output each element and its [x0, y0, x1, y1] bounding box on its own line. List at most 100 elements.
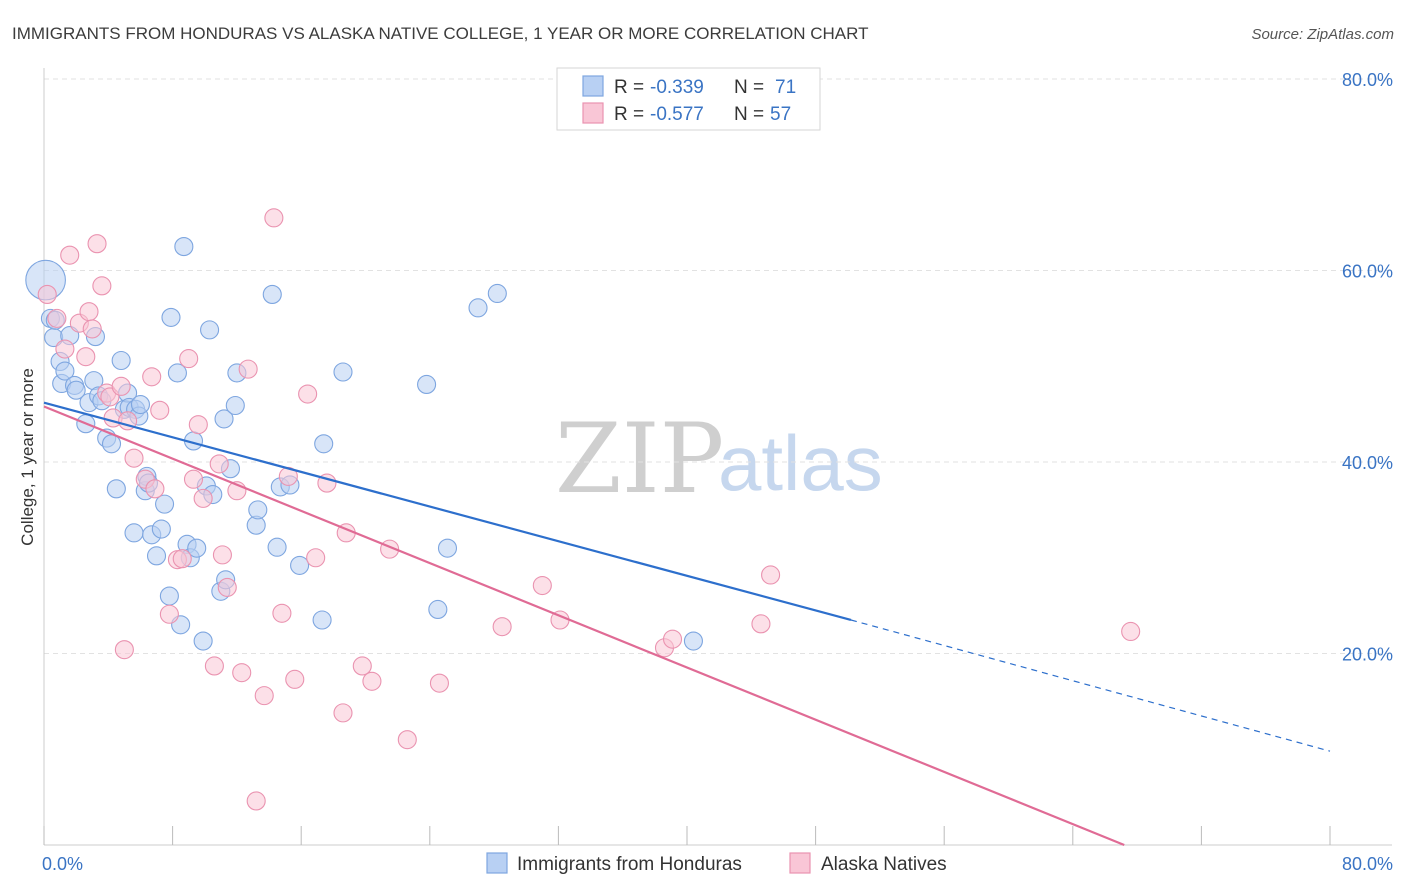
- watermark-atlas: atlas: [718, 419, 883, 507]
- y-tick-label-60: 60.0%: [1342, 262, 1393, 282]
- stats-legend-swatch-pink: [582, 102, 604, 124]
- point-alaska-42: [306, 548, 326, 568]
- chart-source: Source: ZipAtlas.com: [1251, 26, 1394, 43]
- point-honduras-33: [155, 494, 175, 514]
- x-tick-label-min: 0.0%: [42, 854, 83, 874]
- point-alaska-9: [92, 276, 112, 296]
- point-alaska-31: [217, 577, 237, 597]
- point-honduras-48: [214, 409, 234, 429]
- point-alaska-1: [47, 308, 67, 328]
- y-tick-label-80: 80.0%: [1342, 70, 1393, 90]
- trend-line-alaska: [43, 405, 1125, 847]
- point-honduras-55: [262, 284, 282, 304]
- point-alaska-51: [492, 617, 512, 637]
- point-honduras-56: [267, 537, 287, 557]
- point-honduras-67: [487, 283, 507, 304]
- point-honduras-65: [437, 538, 458, 558]
- point-honduras-54: [248, 500, 268, 520]
- point-alaska-56: [751, 614, 771, 634]
- axes: [43, 68, 1392, 846]
- point-alaska-34: [238, 359, 258, 379]
- x-tick-label-max: 80.0%: [1342, 854, 1393, 874]
- point-alaska-18: [142, 367, 162, 387]
- stats-legend-r-value-2: -0.577: [650, 104, 704, 125]
- trend-line-honduras-extension: [850, 619, 1331, 752]
- point-alaska-36: [254, 686, 274, 706]
- point-honduras-42: [187, 538, 207, 558]
- point-alaska-37: [264, 208, 284, 228]
- y-tick-label-20: 20.0%: [1342, 645, 1393, 665]
- point-honduras-18: [106, 479, 126, 499]
- series-legend-swatch-honduras: [486, 852, 508, 874]
- point-honduras-23: [124, 523, 144, 543]
- point-honduras-68: [683, 631, 703, 651]
- point-alaska-33: [232, 663, 252, 683]
- point-alaska-30: [212, 545, 232, 565]
- stats-legend-n-label-2: N =: [734, 104, 764, 125]
- point-alaska-19: [145, 479, 165, 499]
- stats-legend-n-value-2: 57: [770, 104, 791, 125]
- stats-legend-r-label-1: R =: [614, 77, 644, 98]
- point-honduras-34: [159, 586, 179, 606]
- series-legend-swatch-alaska: [789, 852, 811, 874]
- point-honduras-26: [130, 394, 150, 415]
- point-honduras-64: [428, 599, 448, 620]
- point-alaska-52: [532, 575, 552, 596]
- point-alaska-5: [76, 347, 96, 367]
- point-honduras-35: [161, 307, 181, 327]
- point-honduras-59: [290, 555, 310, 575]
- point-alaska-28: [204, 656, 224, 676]
- watermark-zip: ZIP: [555, 403, 724, 515]
- watermark: ZIP atlas: [555, 403, 883, 515]
- point-honduras-63: [417, 374, 437, 394]
- series-legend-label-honduras: Immigrants from Honduras: [517, 854, 742, 875]
- x-tick-labels: 0.0% 80.0%: [42, 854, 1393, 874]
- point-alaska-44: [333, 703, 353, 723]
- point-alaska-16: [124, 448, 144, 468]
- point-alaska-25: [183, 469, 204, 489]
- point-alaska-23: [172, 549, 192, 569]
- point-alaska-55: [662, 629, 683, 649]
- point-honduras-62: [333, 362, 353, 382]
- point-alaska-49: [397, 730, 417, 750]
- series-legend-label-alaska: Alaska Natives: [821, 854, 947, 875]
- stats-legend-n-value-1: 71: [775, 77, 796, 98]
- y-axis-label: College, 1 year or more: [18, 368, 37, 546]
- trend-line-honduras: [43, 401, 852, 622]
- point-honduras-31: [146, 546, 167, 566]
- point-alaska-0: [37, 284, 57, 304]
- point-alaska-29: [209, 454, 229, 474]
- point-alaska-2: [55, 339, 75, 359]
- point-alaska-38: [272, 603, 292, 623]
- y-tick-labels: 20.0% 40.0% 60.0% 80.0%: [1342, 70, 1393, 665]
- point-alaska-35: [246, 791, 266, 811]
- stats-legend-n-label-1: N =: [734, 77, 764, 98]
- stats-legend: R = -0.339 N = 71 R = -0.577 N = 57: [556, 67, 821, 131]
- stats-legend-r-value-1: -0.339: [650, 77, 704, 98]
- point-alaska-26: [188, 415, 208, 435]
- series-immigrants-from-honduras-points: [25, 237, 703, 651]
- point-alaska-21: [159, 604, 179, 624]
- point-honduras-19: [111, 350, 131, 371]
- point-alaska-50: [429, 673, 449, 693]
- point-honduras-60: [312, 610, 332, 630]
- point-alaska-7: [82, 319, 102, 339]
- point-honduras-6: [55, 361, 75, 381]
- point-alaska-58: [1121, 621, 1141, 642]
- point-alaska-14: [114, 640, 134, 660]
- point-alaska-46: [352, 656, 372, 676]
- point-alaska-57: [761, 565, 781, 585]
- trend-lines: [43, 401, 1331, 847]
- point-alaska-24: [179, 349, 199, 369]
- point-alaska-40: [285, 669, 305, 689]
- point-honduras-51: [225, 395, 245, 416]
- series-alaska-natives-points: [37, 208, 1141, 811]
- point-alaska-13: [111, 376, 131, 396]
- point-honduras-36: [167, 363, 187, 383]
- point-alaska-8: [87, 234, 107, 254]
- point-honduras-38: [174, 237, 194, 257]
- point-honduras-45: [200, 320, 220, 340]
- point-alaska-27: [193, 488, 213, 508]
- point-honduras-66: [468, 298, 488, 318]
